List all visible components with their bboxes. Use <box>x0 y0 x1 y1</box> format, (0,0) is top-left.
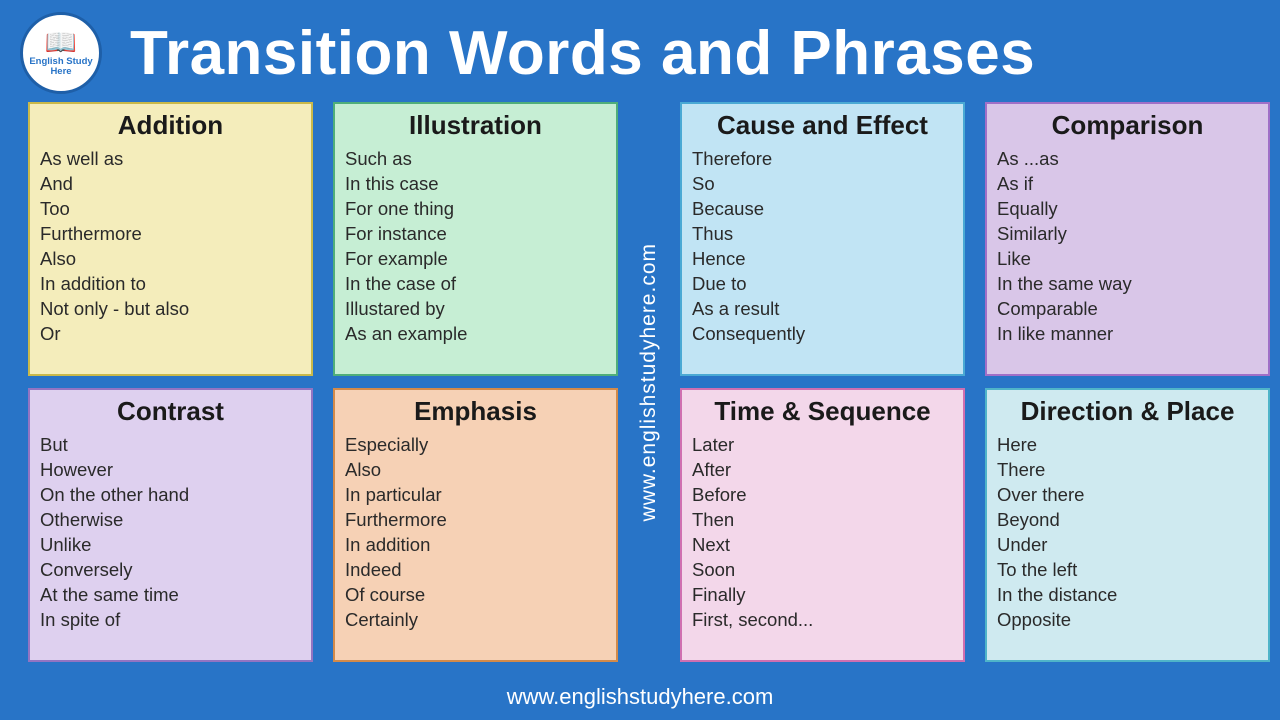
list-item: Or <box>40 322 301 346</box>
page-title: Transition Words and Phrases <box>130 18 1035 89</box>
list-item: For example <box>345 247 606 271</box>
list-item: In the distance <box>997 583 1258 607</box>
category-card: Comparison As ...asAs ifEquallySimilarlyL… <box>985 102 1270 376</box>
list-item: Therefore <box>692 147 953 171</box>
list-item: Due to <box>692 272 953 296</box>
list-item: As an example <box>345 322 606 346</box>
list-item: Opposite <box>997 608 1258 632</box>
list-item: In particular <box>345 483 606 507</box>
list-item: As a result <box>692 297 953 321</box>
list-item: As ...as <box>997 147 1258 171</box>
card-title: Cause and Effect <box>692 110 953 141</box>
category-card: Illustration Such asIn this caseFor one t… <box>333 102 618 376</box>
list-item: Over there <box>997 483 1258 507</box>
list-item: Equally <box>997 197 1258 221</box>
list-item: For instance <box>345 222 606 246</box>
list-item: First, second... <box>692 608 953 632</box>
header: 📖 English Study Here Transition Words an… <box>0 0 1280 102</box>
category-card: Addition As well asAndTooFurthermoreAlsoI… <box>28 102 313 376</box>
category-card: Direction & Place HereThereOver thereBeyo… <box>985 388 1270 662</box>
list-item: Comparable <box>997 297 1258 321</box>
list-item: But <box>40 433 301 457</box>
list-item: On the other hand <box>40 483 301 507</box>
watermark-text: www.englishstudyhere.com <box>637 243 661 521</box>
card-title: Time & Sequence <box>692 396 953 427</box>
list-item: Unlike <box>40 533 301 557</box>
card-title: Illustration <box>345 110 606 141</box>
watermark-vertical: www.englishstudyhere.com <box>638 102 660 662</box>
card-items: EspeciallyAlsoIn particularFurthermoreIn… <box>345 433 606 632</box>
logo-text: English Study Here <box>23 57 99 77</box>
list-item: Finally <box>692 583 953 607</box>
category-card: Contrast ButHoweverOn the other handOther… <box>28 388 313 662</box>
list-item: Furthermore <box>345 508 606 532</box>
list-item: In spite of <box>40 608 301 632</box>
card-items: ButHoweverOn the other handOtherwiseUnli… <box>40 433 301 632</box>
list-item: After <box>692 458 953 482</box>
list-item: For one thing <box>345 197 606 221</box>
list-item: Then <box>692 508 953 532</box>
list-item: Otherwise <box>40 508 301 532</box>
card-title: Comparison <box>997 110 1258 141</box>
list-item: In this case <box>345 172 606 196</box>
card-items: As well asAndTooFurthermoreAlsoIn additi… <box>40 147 301 346</box>
list-item: However <box>40 458 301 482</box>
footer-url: www.englishstudyhere.com <box>0 684 1280 710</box>
category-card: Time & Sequence LaterAfterBeforeThenNextS… <box>680 388 965 662</box>
list-item: As if <box>997 172 1258 196</box>
list-item: So <box>692 172 953 196</box>
list-item: To the left <box>997 558 1258 582</box>
logo-badge: 📖 English Study Here <box>20 12 102 94</box>
list-item: Soon <box>692 558 953 582</box>
list-item: In the same way <box>997 272 1258 296</box>
list-item: As well as <box>40 147 301 171</box>
list-item: Later <box>692 433 953 457</box>
card-items: ThereforeSoBecauseThusHenceDue toAs a re… <box>692 147 953 346</box>
list-item: In addition <box>345 533 606 557</box>
list-item: Here <box>997 433 1258 457</box>
list-item: And <box>40 172 301 196</box>
cards-grid: www.englishstudyhere.com Addition As well… <box>0 102 1280 662</box>
list-item: Not only - but also <box>40 297 301 321</box>
list-item: Illustared by <box>345 297 606 321</box>
list-item: Beyond <box>997 508 1258 532</box>
list-item: Furthermore <box>40 222 301 246</box>
category-card: Emphasis EspeciallyAlsoIn particularFurth… <box>333 388 618 662</box>
list-item: At the same time <box>40 583 301 607</box>
list-item: Because <box>692 197 953 221</box>
list-item: Hence <box>692 247 953 271</box>
list-item: Indeed <box>345 558 606 582</box>
list-item: Also <box>40 247 301 271</box>
list-item: Certainly <box>345 608 606 632</box>
list-item: Conversely <box>40 558 301 582</box>
list-item: Like <box>997 247 1258 271</box>
list-item: Under <box>997 533 1258 557</box>
list-item: Similarly <box>997 222 1258 246</box>
list-item: Thus <box>692 222 953 246</box>
list-item: Too <box>40 197 301 221</box>
category-card: Cause and Effect ThereforeSoBecauseThusHe… <box>680 102 965 376</box>
book-icon: 📖 <box>45 29 77 55</box>
card-items: As ...asAs ifEquallySimilarlyLikeIn the … <box>997 147 1258 346</box>
list-item: Next <box>692 533 953 557</box>
card-title: Addition <box>40 110 301 141</box>
card-title: Contrast <box>40 396 301 427</box>
card-items: LaterAfterBeforeThenNextSoonFinallyFirst… <box>692 433 953 632</box>
card-items: HereThereOver thereBeyondUnderTo the lef… <box>997 433 1258 632</box>
list-item: In addition to <box>40 272 301 296</box>
list-item: Before <box>692 483 953 507</box>
list-item: There <box>997 458 1258 482</box>
list-item: In like manner <box>997 322 1258 346</box>
card-title: Direction & Place <box>997 396 1258 427</box>
list-item: Especially <box>345 433 606 457</box>
list-item: Consequently <box>692 322 953 346</box>
list-item: Such as <box>345 147 606 171</box>
list-item: In the case of <box>345 272 606 296</box>
card-items: Such asIn this caseFor one thingFor inst… <box>345 147 606 346</box>
list-item: Also <box>345 458 606 482</box>
list-item: Of course <box>345 583 606 607</box>
card-title: Emphasis <box>345 396 606 427</box>
